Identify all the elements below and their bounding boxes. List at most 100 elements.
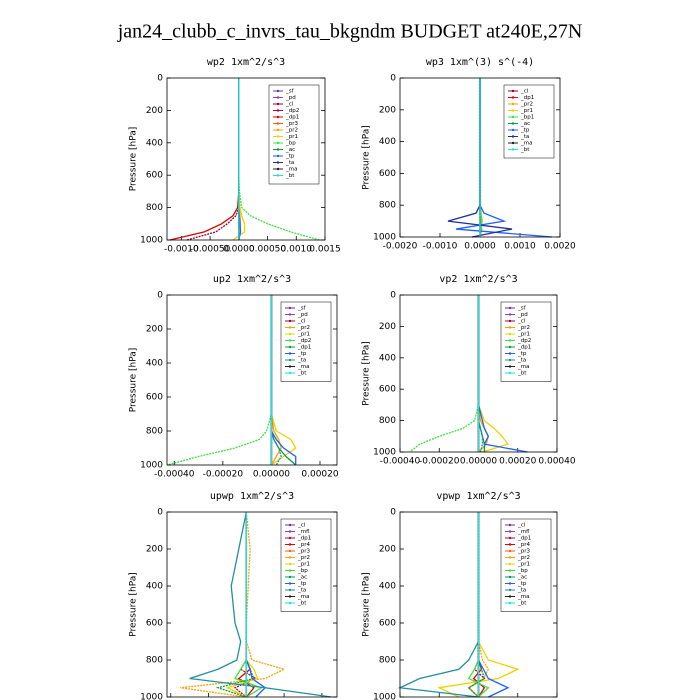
legend-label: _pr3 xyxy=(285,121,299,127)
legend-label: _ta xyxy=(297,358,306,364)
legend-marker xyxy=(288,326,292,329)
x-tick-label: -0.00040 xyxy=(154,470,195,480)
legend-marker xyxy=(276,128,280,132)
legend-label: _dp1 xyxy=(297,345,311,351)
y-tick-label: 600 xyxy=(146,619,163,629)
legend-marker xyxy=(508,562,512,566)
y-tick-label: 200 xyxy=(146,325,163,335)
legend-label: _pr4 xyxy=(297,542,311,548)
legend-marker xyxy=(288,549,292,553)
y-axis-label: Pressure [hPa] xyxy=(129,127,139,192)
legend-marker xyxy=(508,345,512,349)
legend-marker xyxy=(276,174,280,177)
legend-label: _ma xyxy=(297,594,309,600)
y-tick-label: 200 xyxy=(379,545,396,555)
legend-label: _pd xyxy=(285,95,296,101)
legend-marker xyxy=(508,326,512,329)
legend-label: _ta xyxy=(297,588,306,594)
legend-label: _pr1 xyxy=(297,332,310,338)
x-tick-label: -0.00020 xyxy=(419,457,460,467)
y-tick-label: 0 xyxy=(390,508,396,518)
y-tick-label: 200 xyxy=(146,545,163,555)
legend-marker xyxy=(511,102,515,106)
legend-label: _cl xyxy=(520,89,529,95)
legend-marker xyxy=(511,128,515,132)
y-tick-label: 400 xyxy=(379,582,396,592)
y-tick-label: 200 xyxy=(379,105,396,115)
legend-label: _cl xyxy=(517,319,526,325)
legend-marker xyxy=(276,154,280,158)
x-tick-label: 0.00000 xyxy=(253,470,290,480)
legend-label: _cl xyxy=(285,102,294,108)
legend-box xyxy=(268,84,320,185)
legend-label: _bp xyxy=(297,568,308,574)
y-tick-label: 800 xyxy=(379,416,396,426)
legend-marker xyxy=(508,582,512,585)
y-tick-label: 400 xyxy=(146,138,163,148)
legend-label: _pr1 xyxy=(285,134,298,140)
legend-marker xyxy=(508,358,512,362)
legend-marker xyxy=(511,122,515,125)
legend-label: _ma xyxy=(517,594,529,600)
legend-label: _tp xyxy=(517,581,527,587)
x-tick-label: 0.00040 xyxy=(538,457,575,467)
y-tick-label: 600 xyxy=(146,171,163,181)
panel-title: wp2 1xm^2/s^3 xyxy=(207,57,285,68)
legend-label: _ma xyxy=(520,141,532,147)
legend-label: _ma xyxy=(517,364,529,370)
legend-label: _dp1 xyxy=(517,536,531,542)
legend-marker xyxy=(288,313,292,316)
y-tick-label: 0 xyxy=(390,74,396,84)
x-tick-label: 0.0010 xyxy=(504,242,536,252)
x-tick-label: -0.00040 xyxy=(380,457,421,467)
legend-label: _pr2 xyxy=(297,555,310,561)
legend-label: _pr3 xyxy=(517,549,531,555)
legend-marker xyxy=(288,588,292,592)
legend-marker xyxy=(288,569,292,572)
legend-marker xyxy=(288,536,292,540)
legend-marker xyxy=(276,122,280,125)
legend-label: _cl xyxy=(297,523,306,529)
x-tick-label: -0.00050 xyxy=(190,245,231,255)
legend-label: _mfl xyxy=(297,529,310,535)
legend-label: _bp1 xyxy=(520,115,534,121)
legend-label: _tp xyxy=(297,581,307,587)
legend-marker xyxy=(508,556,512,559)
legend-marker xyxy=(508,319,512,323)
legend-label: _bt xyxy=(285,173,295,179)
y-tick-label: 600 xyxy=(379,169,396,179)
legend-label: _dp1 xyxy=(297,536,311,542)
legend-label: _pr2 xyxy=(520,102,533,108)
legend-label: _pd xyxy=(297,312,308,318)
legend-marker xyxy=(508,306,512,310)
x-tick-label: -0.0010 xyxy=(423,242,458,252)
legend-label: _tp xyxy=(517,351,527,357)
legend-marker xyxy=(288,319,292,323)
legend-label: _ta xyxy=(520,134,529,140)
legend-label: _ta xyxy=(517,588,526,594)
legend-marker xyxy=(276,96,280,99)
legend-label: _pr1 xyxy=(517,332,530,338)
legend-marker xyxy=(508,339,512,342)
legend-marker xyxy=(276,148,280,151)
legend-marker xyxy=(276,167,280,171)
plot-frame xyxy=(399,77,561,238)
y-tick-label: 800 xyxy=(379,656,396,666)
x-tick-label: 0.0000 xyxy=(464,242,496,252)
legend-label: _sf xyxy=(285,89,295,95)
legend-marker xyxy=(508,332,512,336)
legend-label: _ta xyxy=(285,160,294,166)
y-tick-label: 600 xyxy=(146,393,163,403)
y-tick-label: 0 xyxy=(390,291,396,301)
legend-label: _dp2 xyxy=(297,338,311,344)
legend-marker xyxy=(288,306,292,310)
legend-label: _dp2 xyxy=(517,338,531,344)
legend-marker xyxy=(508,588,512,592)
legend-marker xyxy=(288,595,292,598)
legend-marker xyxy=(276,161,280,164)
legend-label: _pr2 xyxy=(517,325,530,331)
legend-marker xyxy=(508,536,512,540)
legend-marker xyxy=(508,371,512,375)
legend-marker xyxy=(508,530,512,533)
